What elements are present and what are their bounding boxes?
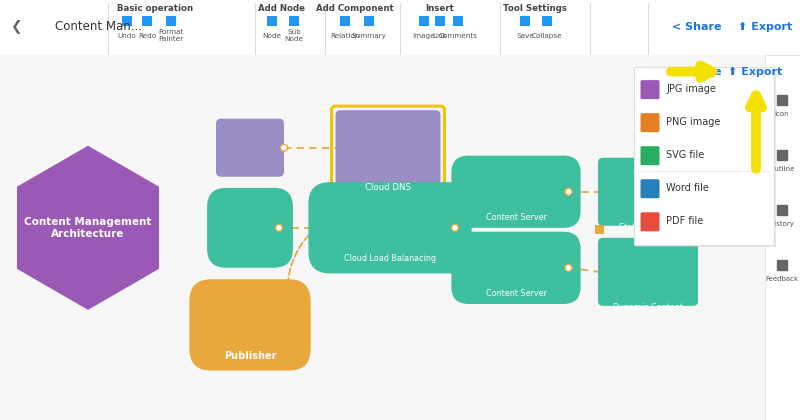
Circle shape (565, 188, 572, 195)
FancyBboxPatch shape (207, 188, 293, 268)
Text: Feedback: Feedback (766, 276, 798, 282)
FancyBboxPatch shape (190, 279, 310, 370)
FancyBboxPatch shape (641, 146, 659, 165)
FancyBboxPatch shape (765, 55, 800, 420)
Text: Add Component: Add Component (316, 4, 394, 13)
FancyBboxPatch shape (641, 113, 659, 132)
Text: SVG file: SVG file (666, 150, 704, 160)
Text: Content Server: Content Server (486, 213, 546, 222)
Circle shape (565, 264, 572, 271)
FancyBboxPatch shape (451, 156, 581, 228)
Text: Cloud Load Balanacing: Cloud Load Balanacing (344, 255, 436, 263)
Circle shape (281, 144, 287, 151)
FancyBboxPatch shape (641, 179, 659, 198)
Text: Image: Image (413, 33, 435, 39)
FancyBboxPatch shape (451, 232, 581, 304)
Text: Content Management
Architecture: Content Management Architecture (24, 217, 152, 239)
Text: < Share: < Share (672, 22, 722, 32)
Text: Format
Painter: Format Painter (158, 29, 184, 42)
Text: Node: Node (262, 33, 282, 39)
Text: Icon: Icon (774, 110, 790, 117)
Text: JPG image: JPG image (666, 84, 716, 94)
Text: PDF file: PDF file (666, 216, 703, 226)
FancyBboxPatch shape (641, 80, 659, 99)
Text: Publisher: Publisher (224, 351, 276, 361)
FancyBboxPatch shape (598, 158, 698, 226)
Text: Redo: Redo (138, 33, 156, 39)
FancyBboxPatch shape (216, 119, 284, 177)
Text: Undo: Undo (118, 33, 136, 39)
Text: Add Node: Add Node (258, 4, 306, 13)
FancyBboxPatch shape (0, 55, 765, 420)
Text: PNG image: PNG image (666, 117, 720, 127)
Text: Summary: Summary (351, 33, 386, 39)
Text: History: History (770, 221, 794, 227)
FancyBboxPatch shape (595, 225, 604, 234)
Text: Tool Settings: Tool Settings (503, 4, 567, 13)
Polygon shape (17, 146, 159, 310)
Text: < Share: < Share (672, 67, 722, 76)
Text: ❮: ❮ (10, 20, 22, 34)
Text: Sub
Node: Sub Node (285, 29, 303, 42)
Text: Dynamic Content: Dynamic Content (613, 303, 683, 312)
Text: Comments: Comments (438, 33, 478, 39)
Text: Basic operation: Basic operation (117, 4, 193, 13)
FancyBboxPatch shape (598, 238, 698, 306)
Circle shape (275, 224, 282, 231)
Text: ⬆ Export: ⬆ Export (728, 66, 782, 77)
Text: Static Content: Static Content (619, 223, 677, 232)
Text: ⬆ Export: ⬆ Export (738, 22, 792, 32)
Text: Insert: Insert (426, 4, 454, 13)
Text: Content Man...: Content Man... (55, 20, 142, 33)
FancyBboxPatch shape (308, 182, 472, 273)
Text: Outline: Outline (770, 166, 794, 172)
Text: Content Server: Content Server (486, 289, 546, 298)
Circle shape (451, 224, 458, 231)
Text: Word file: Word file (666, 183, 709, 193)
FancyBboxPatch shape (636, 68, 776, 247)
Text: Link: Link (433, 33, 447, 39)
FancyBboxPatch shape (641, 212, 659, 231)
Text: Save: Save (516, 33, 534, 39)
FancyBboxPatch shape (634, 67, 774, 245)
Text: Collapse: Collapse (532, 33, 562, 39)
Text: Relation: Relation (330, 33, 360, 39)
Text: Cloud DNS: Cloud DNS (365, 183, 411, 192)
FancyBboxPatch shape (335, 110, 441, 185)
